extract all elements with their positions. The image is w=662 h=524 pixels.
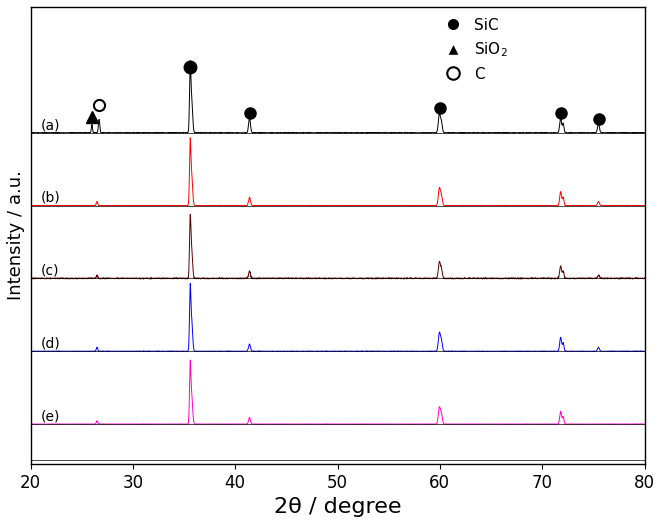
Text: (c): (c) [41,264,59,278]
X-axis label: 2θ / degree: 2θ / degree [274,497,401,517]
Text: (d): (d) [41,336,60,351]
Legend: SiC, SiO$_2$, C: SiC, SiO$_2$, C [432,12,514,88]
Text: (b): (b) [41,191,60,205]
Text: (e): (e) [41,409,60,423]
Text: (a): (a) [41,118,60,132]
Y-axis label: Intensity / a.u.: Intensity / a.u. [7,170,25,300]
